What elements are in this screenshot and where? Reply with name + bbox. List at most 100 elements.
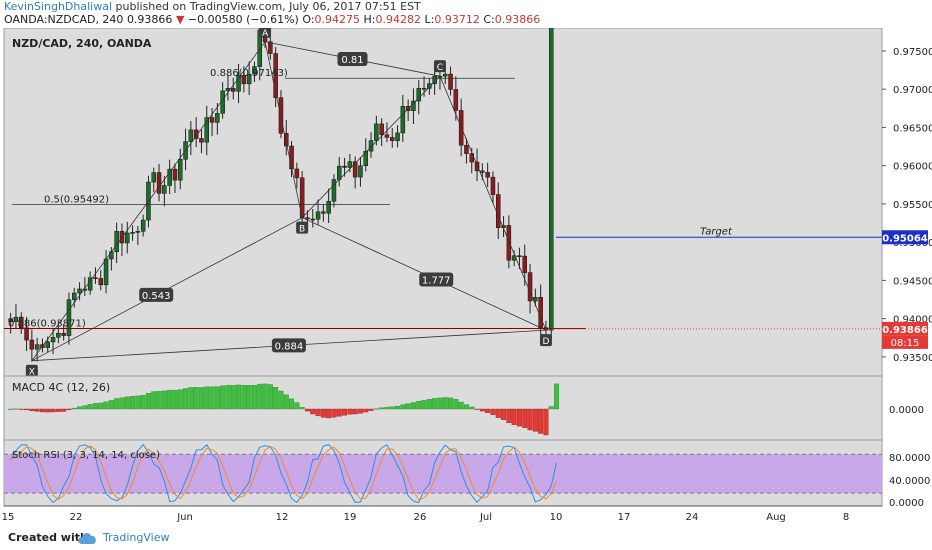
macd-bar [352,408,358,415]
macd-bar [29,408,35,412]
macd-bar [336,408,342,417]
macd-bar [273,386,279,410]
author-link[interactable]: KevinSinghDhaliwal [4,0,113,13]
macd-bar [485,408,491,413]
time-tick-label: 19 [344,512,357,523]
macd-bar [77,406,83,410]
candle-body [326,201,331,214]
macd-bar [145,393,151,410]
candle-body [384,134,390,138]
candle-body [347,161,353,168]
macd-bar [278,390,284,410]
candle-body [24,327,29,341]
candle-body [178,159,183,181]
time-axis[interactable]: 15 22 Jun 12 19 26 Jul 10 17 24 Aug 8 [2,505,882,523]
harmonic-pattern: 0.886(0.97143) 0.5(0.95492) 0.886(0.93871)… [4,28,928,378]
candle-body [421,88,427,90]
pivot-marker [25,364,38,377]
macd-bar [516,408,522,427]
macd-bar [156,391,162,410]
candle-body [390,137,395,141]
macd-bar [543,408,549,436]
macd-bar [342,408,348,416]
macd-bar [246,385,252,410]
macd-bar [267,384,273,410]
last-price: 0.93866 [126,13,173,26]
macd-bar [18,408,24,410]
candle-body [77,288,82,294]
macd-bar [506,408,512,423]
stoch-tick-40: 40.0000 [889,476,930,487]
macd-bar [511,408,517,425]
change-value: −0.00580 (−0.61%) [187,13,299,26]
macd-bar [479,408,485,412]
macd-bar [225,385,231,410]
macd-bar [45,408,51,413]
pivot-label: X [29,368,35,378]
macd-bar [373,408,379,410]
macd-bar [389,406,395,410]
macd-bar [474,408,480,410]
macd-bar [453,399,459,410]
pattern-leg [301,75,441,218]
macd-bar [384,406,390,410]
symbol-label: OANDA:NZDCAD, 240 [4,13,124,26]
stoch-d-line [10,445,557,501]
macd-bar [299,407,305,410]
pivot-marker [259,28,272,38]
pivot-marker [296,221,309,234]
fib-level-label: 0.886(0.97143) [210,68,288,79]
candle-body [193,129,199,139]
y-tick-label: 0.96000 [893,162,932,173]
open-label: O: [302,13,315,26]
candle-body [50,337,56,343]
macd-bar [193,387,199,410]
time-tick-label: Aug [766,512,786,523]
macd-bar [204,386,210,410]
candle-body [464,144,469,154]
candle-body [374,123,379,141]
countdown-text: 08:15 [891,338,920,349]
y-tick-label: 0.96500 [893,123,932,134]
time-tick-label: 22 [70,512,83,523]
chart-canvas[interactable]: NZD/CAD, 240, OANDA 0.97500 0.97000 0.9650… [0,28,932,526]
publish-line: KevinSinghDhaliwal published on TradingV… [4,0,932,13]
target-price-tag-text: 0.95064 [882,233,928,244]
candle-body [315,211,321,220]
ratio-badge-bg [271,338,306,353]
macd-bar [527,408,533,431]
high-label: H: [363,13,376,26]
stoch-tick-0: 0.0000 [889,498,924,509]
macd-bar [214,386,220,410]
macd-bar [501,408,507,420]
macd-bar [39,408,45,413]
candle-body [379,123,384,136]
macd-bar [458,401,464,410]
candle-body [209,117,215,123]
macd-bar [315,408,321,417]
candle-body [517,255,522,257]
footer: Created with TradingView [0,526,932,550]
macd-bar [432,398,438,410]
time-tick-label: 24 [686,512,699,523]
candle-body [416,88,421,102]
macd-bar [198,387,204,410]
candle-body [140,219,146,232]
macd-bar [92,403,98,410]
candle-body [395,132,400,141]
candle-body [125,232,130,244]
time-tick-label: Jun [176,512,193,523]
candle-body [453,89,459,111]
candle-body [114,231,119,252]
ratio-badge-text: 0.81 [341,55,363,66]
main-pane[interactable] [3,28,883,377]
candle-body [480,170,485,173]
candle-body [294,168,300,179]
candle-body [19,316,24,329]
candle-body [427,83,432,89]
y-tick-label: 0.97000 [893,85,932,96]
candle-body [400,105,406,134]
open-value: 0.94275 [314,13,361,26]
macd-bar [34,408,40,412]
tradingview-brand[interactable]: TradingView [103,531,170,544]
